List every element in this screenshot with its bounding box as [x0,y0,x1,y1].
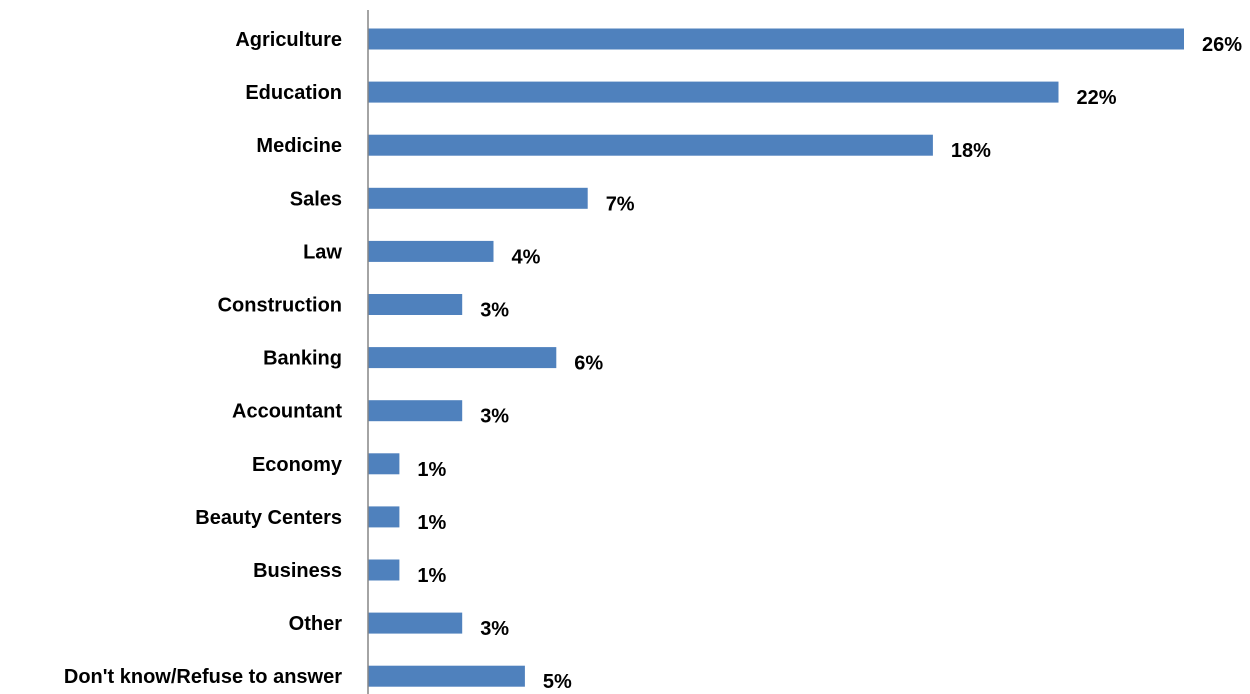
bar-10 [368,559,400,581]
bar-4 [368,240,494,262]
value-labels-group: 26% 22% 18% 7% 4% 3% 6% 3% 1% 1% 1% 3% 5% [417,34,1242,693]
value-label-7: 3% [480,406,509,428]
value-label-9: 1% [417,512,446,534]
category-label-1: Education [245,82,342,104]
bar-11 [368,612,463,634]
category-label-6: Banking [263,348,342,370]
value-label-2: 18% [951,140,991,162]
bar-3 [368,187,588,209]
bar-2 [368,134,933,156]
category-label-4: Law [303,241,342,263]
value-label-3: 7% [606,193,635,215]
value-label-0: 26% [1202,34,1242,56]
category-label-5: Construction [218,295,342,317]
category-label-0: Agriculture [235,29,342,51]
category-label-10: Business [253,560,342,582]
bar-8 [368,453,400,475]
category-label-12: Don't know/Refuse to answer [64,666,342,688]
value-label-10: 1% [417,565,446,587]
bar-7 [368,400,463,422]
bar-5 [368,294,463,315]
bar-12 [368,665,525,687]
value-label-11: 3% [480,618,509,640]
category-label-11: Other [289,613,343,635]
value-label-12: 5% [543,671,572,693]
bar-6 [368,347,557,369]
value-label-1: 22% [1077,87,1117,109]
bar-0 [368,28,1184,50]
bars-group [368,28,1184,687]
value-label-5: 3% [480,300,509,322]
category-labels-group: Agriculture Education Medicine Sales Law Cons… [64,29,343,688]
value-label-6: 6% [574,353,603,375]
value-label-8: 1% [417,459,446,481]
category-label-2: Medicine [256,135,342,157]
category-label-7: Accountant [232,401,342,423]
category-label-8: Economy [252,454,343,476]
bar-9 [368,506,400,528]
category-label-9: Beauty Centers [195,507,342,529]
category-label-3: Sales [290,188,342,210]
value-label-4: 4% [512,246,541,268]
bar-1 [368,81,1059,103]
